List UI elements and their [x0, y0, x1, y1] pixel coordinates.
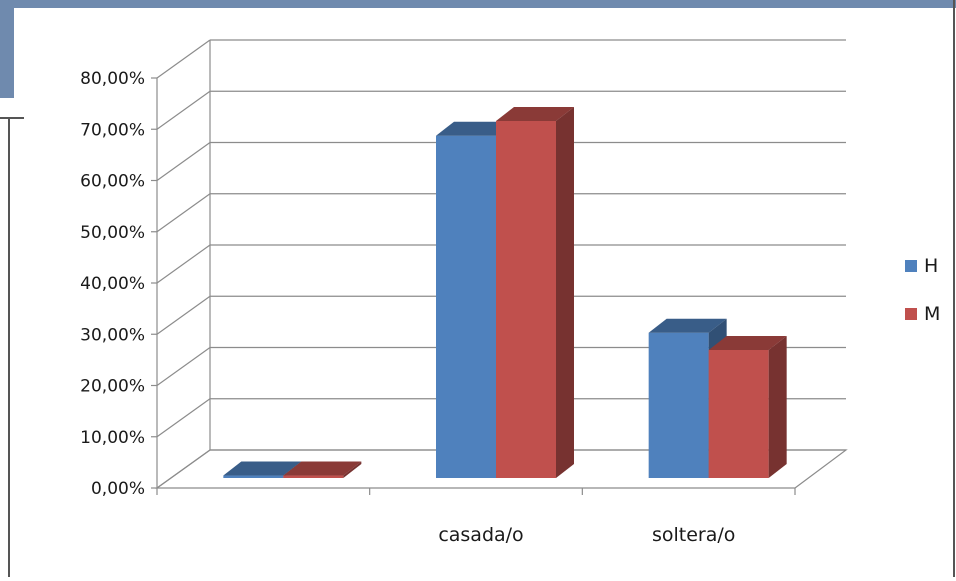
gridline-side: [156, 347, 211, 386]
bar-front: [708, 349, 769, 478]
bar-top: [436, 121, 514, 136]
bar-top: [223, 461, 302, 476]
legend: HM: [905, 255, 940, 325]
legend-swatch: [905, 260, 917, 272]
bar-front: [496, 120, 556, 478]
bar-front: [223, 475, 284, 478]
y-tick-label: 10,00%: [80, 428, 145, 448]
y-tick-label: 40,00%: [80, 274, 145, 294]
bar-side: [768, 335, 787, 478]
bars: [223, 106, 787, 479]
gridline-side: [156, 244, 211, 284]
x-axis-labels: casada/o soltera/o: [438, 524, 735, 546]
gridline-side: [156, 90, 211, 130]
y-tick-label: 60,00%: [80, 172, 145, 192]
y-axis: 0,00% 10,00% 20,00% 30,00% 40,00% 50,00% 60,00…: [80, 69, 796, 499]
y-tick-label: 80,00%: [80, 69, 145, 89]
bar-front: [436, 135, 496, 478]
gridline-side: [156, 398, 211, 438]
bar-top: [283, 461, 362, 476]
y-tick-label: 20,00%: [80, 377, 145, 397]
bar-top: [648, 318, 727, 333]
bar-front: [648, 332, 709, 478]
legend-swatch: [905, 308, 917, 320]
bar-M-0: [283, 461, 362, 478]
gridline-side: [156, 142, 211, 181]
legend-label: M: [924, 303, 940, 325]
bar-M-2: [708, 335, 787, 478]
gridline-side: [156, 193, 211, 233]
slide-left-band: [0, 0, 14, 98]
y-tick-label: 0,00%: [91, 479, 145, 499]
bar-side: [556, 106, 574, 478]
y-tick-label: 70,00%: [80, 120, 145, 140]
x-tick-label: soltera/o: [652, 524, 735, 546]
bar-side: [343, 461, 362, 478]
bar-top: [708, 335, 787, 350]
bar-top: [496, 106, 574, 121]
x-tick-label: casada/o: [438, 524, 523, 546]
y-tick-label: 50,00%: [80, 223, 145, 243]
bar-M-1: [496, 106, 574, 478]
y-tick-label: 30,00%: [80, 325, 145, 345]
bar-front: [283, 475, 344, 478]
legend-label: H: [924, 255, 938, 277]
gridline-side: [156, 39, 211, 79]
slide-top-band: [0, 0, 956, 8]
gridline-side: [156, 295, 211, 335]
